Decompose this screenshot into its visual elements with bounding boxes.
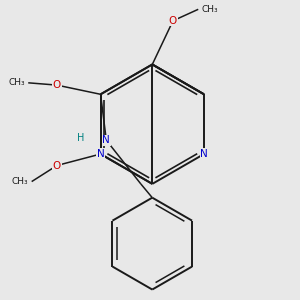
Text: O: O — [169, 16, 177, 26]
Text: CH₃: CH₃ — [12, 177, 28, 186]
Text: CH₃: CH₃ — [8, 78, 25, 87]
Text: H: H — [77, 133, 85, 143]
Text: O: O — [53, 80, 61, 90]
Text: N: N — [200, 149, 208, 159]
Text: CH₃: CH₃ — [202, 5, 218, 14]
Text: N: N — [97, 149, 104, 159]
Text: O: O — [53, 160, 61, 170]
Text: N: N — [102, 135, 110, 145]
